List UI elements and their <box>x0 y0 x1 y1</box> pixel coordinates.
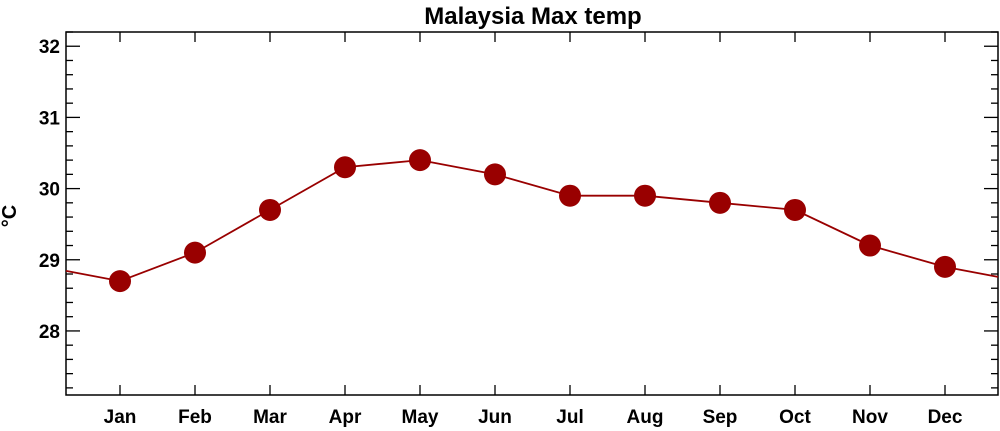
x-tick-label: Nov <box>852 407 888 428</box>
data-point <box>334 156 356 179</box>
series-line <box>65 159 999 283</box>
x-tick-label: May <box>402 407 439 428</box>
data-point <box>859 234 881 257</box>
y-tick-label: 28 <box>39 322 60 343</box>
x-tick-label: Dec <box>928 407 963 428</box>
data-point <box>109 270 131 293</box>
y-tick-label: 29 <box>39 251 60 272</box>
chart-title: Malaysia Max temp <box>424 3 641 30</box>
data-point <box>784 198 806 221</box>
axis-ticks <box>66 31 998 395</box>
data-point <box>709 191 731 214</box>
axis-tick-labels: 28 29 30 31 32 Jan Feb Mar Apr May Jun Jul Aug Sep Oct… <box>39 37 963 428</box>
x-tick-label: Aug <box>627 407 664 428</box>
y-axis-label: °C <box>0 205 21 227</box>
data-point <box>484 163 506 186</box>
y-tick-label: 31 <box>39 108 61 129</box>
plot-frame <box>65 31 999 396</box>
x-tick-label: Oct <box>779 407 811 428</box>
data-point <box>259 198 281 221</box>
data-point <box>934 255 956 278</box>
data-point <box>184 241 206 264</box>
series-line-group <box>65 159 999 283</box>
x-tick-label: Mar <box>253 407 287 428</box>
data-point <box>559 184 581 207</box>
x-tick-label: Apr <box>329 407 362 428</box>
data-point <box>409 149 431 172</box>
x-tick-label: Jun <box>478 407 512 428</box>
data-markers <box>109 149 956 293</box>
x-tick-label: Jul <box>556 407 583 428</box>
y-tick-label: 32 <box>39 37 60 58</box>
y-tick-label: 30 <box>39 180 60 201</box>
x-tick-label: Sep <box>703 407 738 428</box>
x-tick-label: Jan <box>104 407 137 428</box>
data-point <box>634 184 656 207</box>
x-tick-label: Feb <box>178 407 212 428</box>
